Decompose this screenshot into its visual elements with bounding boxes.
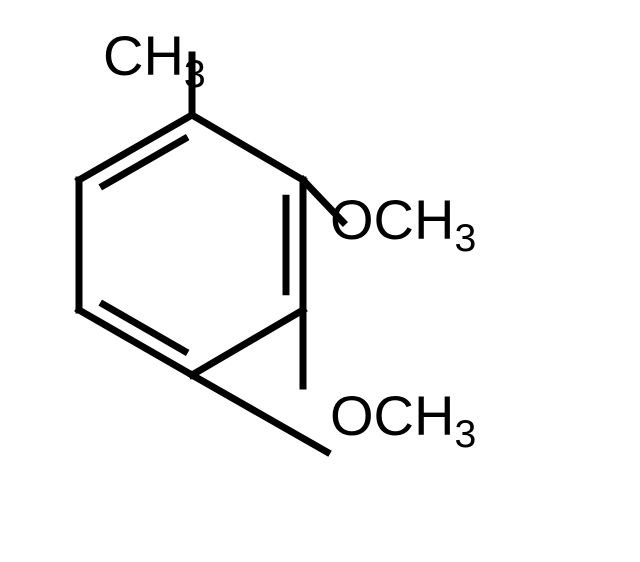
- bond-layer: [0, 0, 640, 562]
- bond-c2-c3: [192, 310, 303, 375]
- bond-c3-o2: [192, 375, 327, 452]
- molecule-diagram: { "canvas": { "width": 640, "height": 56…: [0, 0, 640, 562]
- methoxy-2-label: OCH3: [330, 388, 476, 444]
- bond-c6-c1: [192, 115, 303, 180]
- methoxy-1-label: OCH3: [330, 192, 476, 248]
- methyl-label: CH3: [103, 28, 206, 84]
